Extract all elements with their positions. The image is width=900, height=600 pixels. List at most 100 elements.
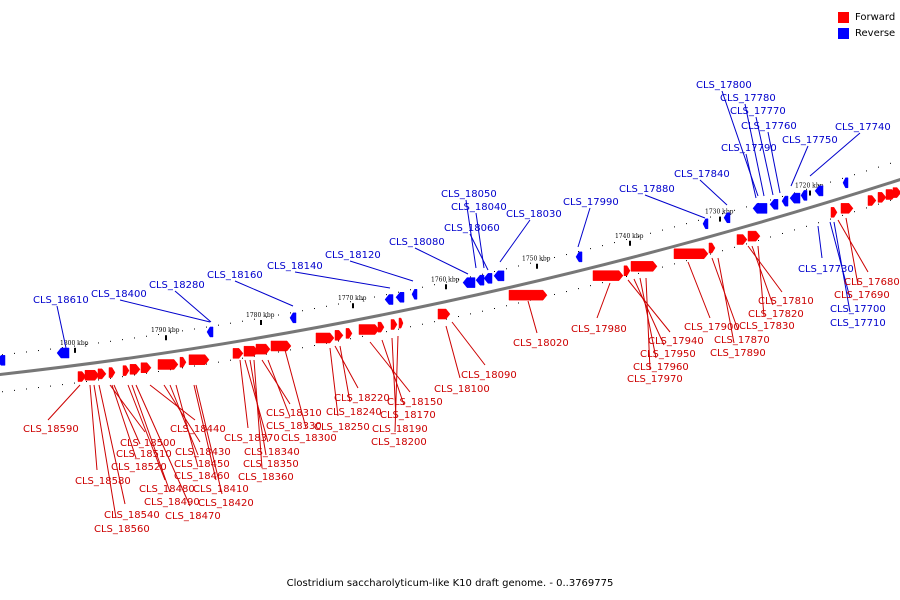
guide-dot [410, 289, 411, 291]
forward-gene-label-6-leader [111, 384, 137, 459]
reverse-gene-7 [462, 277, 476, 288]
forward-gene-label-32-leader [527, 300, 538, 334]
guide-dot [182, 367, 183, 369]
guide-dot [638, 272, 639, 274]
reverse-gene-label-15-leader [744, 103, 765, 197]
forward-gene-label-29: CLS_18200 [371, 437, 427, 448]
guide-dot [62, 384, 63, 386]
reverse-gene-label-16-leader [755, 116, 774, 196]
forward-gene-label-16: CLS_18370 [224, 433, 280, 444]
forward-gene-label-5: CLS_18510 [116, 449, 172, 460]
tick-mark [719, 216, 721, 222]
forward-gene-3 [108, 367, 116, 378]
guide-dot [818, 222, 819, 224]
forward-gene-label-2-leader [98, 384, 126, 505]
guide-dot [326, 342, 327, 344]
guide-dot [434, 321, 435, 323]
forward-gene-18 [377, 321, 385, 333]
reverse-gene-2 [206, 326, 214, 338]
reverse-gene-label-21-leader [817, 225, 823, 259]
guide-dot [554, 256, 555, 258]
reverse-gene-label-18-leader [745, 153, 757, 199]
forward-gene-8 [179, 356, 187, 368]
reverse-gene-label-4-leader [294, 271, 391, 289]
forward-gene-label-3-leader [93, 384, 117, 519]
forward-gene-label-25: CLS_18250 [314, 422, 370, 433]
guide-dot [74, 345, 75, 347]
guide-dot [518, 265, 519, 267]
forward-gene-label-28: CLS_18190 [372, 424, 428, 435]
guide-dot [170, 332, 171, 334]
guide-dot [710, 216, 711, 218]
forward-gene-12 [255, 343, 271, 355]
reverse-gene-9 [483, 273, 493, 284]
legend: Forward Reverse [838, 9, 900, 41]
guide-dot [662, 266, 663, 268]
forward-gene-label-0-leader [47, 384, 81, 421]
tick-mark [536, 263, 538, 269]
forward-gene-label-4: CLS_18500 [120, 438, 176, 449]
forward-gene-label-11-leader [163, 384, 201, 443]
forward-gene-20 [398, 317, 404, 329]
reverse-gene-label-20-leader [809, 132, 861, 177]
guide-dot [218, 361, 219, 363]
guide-dot [470, 276, 471, 278]
forward-gene-label-4-leader [109, 384, 146, 433]
genome-backbone [0, 178, 900, 376]
forward-gene-label-14-leader [193, 384, 217, 481]
forward-gene-label-13: CLS_18460 [174, 471, 230, 482]
guide-dot [650, 232, 651, 234]
guide-dot [206, 326, 207, 328]
forward-gene-label-32: CLS_18020 [513, 338, 569, 349]
forward-gene-label-44-leader [837, 219, 869, 273]
guide-dot [674, 263, 675, 265]
guide-dot [482, 310, 483, 312]
forward-gene-label-35: CLS_17950 [640, 349, 696, 360]
guide-dot [554, 293, 555, 295]
forward-gene-label-5-leader [113, 384, 141, 445]
forward-gene-28 [736, 234, 748, 245]
reverse-gene-label-1: CLS_18400 [91, 289, 147, 300]
forward-gene-label-12: CLS_18450 [174, 459, 230, 470]
forward-gene-label-9-leader [135, 384, 191, 507]
tick-label: 1780 kbp [246, 312, 275, 319]
guide-dot [302, 310, 303, 312]
forward-gene-label-43-leader [757, 245, 765, 317]
forward-gene-label-17: CLS_18340 [244, 447, 300, 458]
forward-gene-0 [77, 371, 87, 382]
guide-dot [866, 170, 867, 172]
lower-guide [2, 199, 891, 393]
forward-gene-label-1-leader [89, 384, 98, 471]
forward-gene-label-24-leader [339, 345, 351, 403]
guide-dot [722, 250, 723, 252]
guide-dot [590, 285, 591, 287]
reverse-gene-label-2: CLS_18280 [149, 280, 205, 291]
forward-gene-label-25-leader [329, 347, 339, 417]
guide-dot [338, 340, 339, 342]
forward-gene-label-12-leader [169, 384, 199, 456]
guide-dot [854, 174, 855, 176]
guide-dot [254, 355, 255, 357]
reverse-gene-label-4: CLS_18140 [267, 261, 323, 272]
reverse-gene-17 [789, 192, 801, 204]
guide-dot [278, 314, 279, 316]
forward-gene-16 [345, 328, 353, 339]
forward-gene-label-27-leader [381, 339, 405, 406]
guide-dot [758, 239, 759, 241]
forward-gene-label-29-leader [394, 335, 399, 433]
forward-gene-19 [390, 319, 398, 330]
reverse-gene-label-10-leader [499, 219, 531, 263]
guide-dot [218, 324, 219, 326]
reverse-gene-11 [575, 251, 583, 263]
guide-dot [446, 318, 447, 320]
guide-dot [686, 260, 687, 262]
forward-gene-label-24: CLS_18240 [326, 407, 382, 418]
forward-gene-label-41: CLS_17810 [758, 296, 814, 307]
reverse-gene-label-3-leader [234, 280, 294, 307]
guide-dot [842, 177, 843, 179]
guide-dot [578, 251, 579, 253]
forward-gene-label-16-leader [239, 359, 249, 429]
forward-gene-label-31: CLS_18100 [434, 384, 490, 395]
guide-dot [194, 365, 195, 367]
legend-forward-label: Forward [855, 11, 896, 23]
